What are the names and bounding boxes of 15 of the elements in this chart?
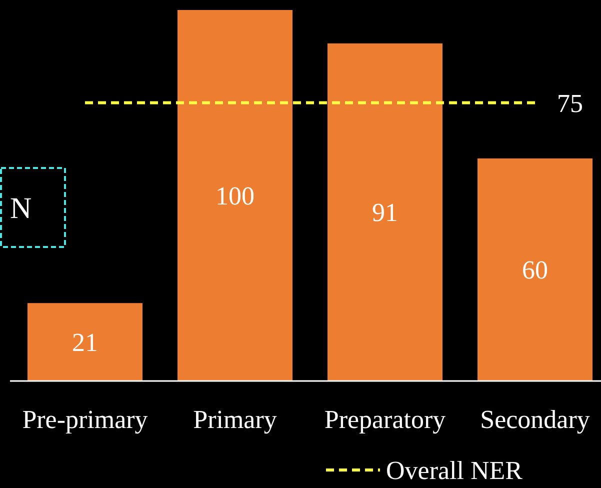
data-label: 91 <box>372 198 398 228</box>
x-tick-label: Pre-primary <box>22 405 148 434</box>
bar <box>27 303 143 381</box>
x-tick-label: Primary <box>193 405 277 434</box>
x-tick-label: Secondary <box>480 405 590 434</box>
data-label: 100 <box>216 182 254 210</box>
bar <box>327 43 443 381</box>
x-tick-label: Preparatory <box>324 405 446 434</box>
annotation: N <box>10 192 32 225</box>
data-label: 60 <box>522 256 548 285</box>
data-label: 21 <box>72 328 98 358</box>
legend-label: Overall NER <box>386 456 524 485</box>
bar <box>177 10 293 381</box>
bar <box>477 158 593 381</box>
data-label: 75 <box>557 88 583 118</box>
